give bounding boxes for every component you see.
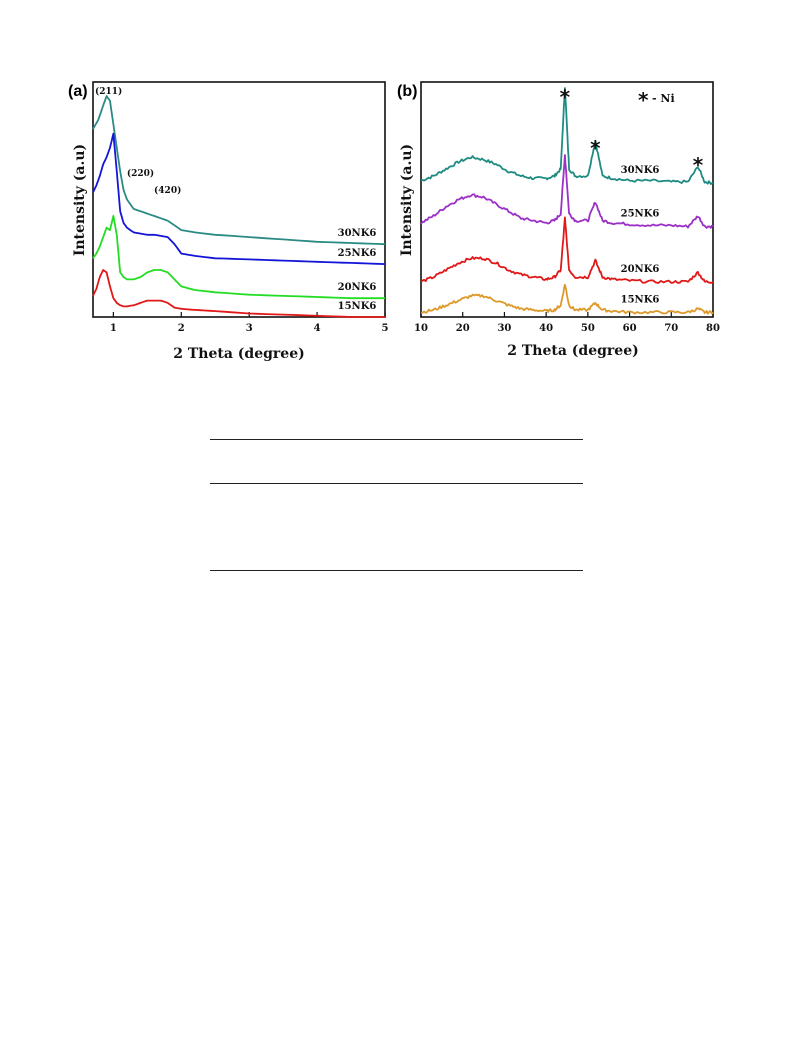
panel-b-plot-frame: [420, 81, 714, 318]
panel-a-series-group: 30NK6 25NK6 20NK6 15NK6: [92, 95, 386, 318]
panel-b-series-line-15NK6: [420, 283, 714, 315]
panel-b-x-tick-label: 40: [539, 323, 553, 334]
ni-peak-star-icon: *: [590, 136, 601, 160]
panel-a-x-tick-label: 2: [178, 323, 185, 334]
panel-b-series-label-20NK6: 20NK6: [621, 264, 660, 275]
panel-b-x-tick-label: 50: [581, 323, 595, 334]
panel-a-series-line-25NK6: [92, 132, 386, 265]
panel-b-series-line-30NK6: [420, 87, 714, 185]
panel-a-series-label-30NK6: 30NK6: [338, 228, 377, 239]
panel-b-chart: (b) 10 20 30 40 50 60 70 80 30NK6 25NK6 20NK6 15NK…: [397, 81, 720, 359]
xrd-figure: (a) 1 2 3 4 5 30NK6 25NK6 20NK6 15NK6 (211) (220…: [68, 81, 720, 362]
table-header-rule: [210, 483, 583, 484]
panel-b-x-tick-label: 30: [497, 323, 511, 334]
panel-a-peak-label: (420): [154, 185, 181, 196]
panel-b-series-line-20NK6: [420, 216, 714, 284]
ni-legend-label: - Ni: [652, 92, 675, 105]
panel-b-series-label-30NK6: 30NK6: [621, 165, 660, 176]
panel-b-x-tick-label: 80: [706, 323, 720, 334]
panel-a-peak-labels: (211) (220)(420): [95, 86, 181, 196]
panel-b-series-line-25NK6: [420, 154, 714, 229]
panel-a-x-tick-label: 3: [246, 323, 253, 334]
panel-a-series-label-25NK6: 25NK6: [338, 248, 377, 259]
panel-b-x-axis-title: 2 Theta (degree): [507, 343, 638, 359]
panel-b-label: (b): [397, 83, 417, 100]
panel-a-x-axis-title: 2 Theta (degree): [173, 346, 304, 362]
panel-a-x-tick-label: 1: [110, 323, 117, 334]
ni-peak-star-icon: *: [693, 153, 704, 177]
panel-a-series-line-20NK6: [92, 215, 385, 300]
panel-a-plot-frame: [92, 81, 386, 318]
ni-peak-star-icon: *: [560, 85, 571, 109]
panel-b-y-axis-title: Intensity (a.u): [399, 144, 415, 256]
ni-legend-star-icon: *: [638, 88, 649, 112]
panel-b-x-tick-label: 70: [664, 323, 678, 334]
panel-b-x-tick-label: 20: [456, 323, 470, 334]
panel-a-x-ticks: 1 2 3 4 5: [110, 312, 389, 334]
panel-b-series-label-25NK6: 25NK6: [621, 209, 660, 220]
panel-a-chart: (a) 1 2 3 4 5 30NK6 25NK6 20NK6 15NK6 (211) (220…: [68, 81, 389, 362]
panel-a-x-tick-label: 4: [314, 323, 321, 334]
panel-b-x-ticks: 10 20 30 40 50 60 70 80: [414, 312, 720, 334]
panel-a-series-label-20NK6: 20NK6: [338, 282, 377, 293]
panel-b-series-label-15NK6: 15NK6: [621, 294, 660, 305]
panel-a-series-line-30NK6: [92, 95, 386, 246]
panel-a-label: (a): [68, 83, 88, 100]
panel-a-series-label-15NK6: 15NK6: [338, 301, 377, 312]
panel-b-series-group: 30NK6 25NK6 20NK6 15NK6: [420, 87, 714, 315]
panel-b-x-tick-label: 10: [414, 323, 428, 334]
panel-b-x-tick-label: 60: [623, 323, 637, 334]
panel-a-peak-label: (211): [95, 86, 122, 97]
panel-b-ni-peak-markers: * * *: [560, 85, 704, 177]
panel-a-series-line-15NK6: [92, 269, 385, 318]
table-bottom-rule: [210, 570, 583, 571]
table-top-rule: [210, 439, 583, 440]
panel-a-x-tick-label: 5: [382, 323, 389, 334]
panel-a-peak-label: (220): [127, 168, 154, 179]
panel-a-y-axis-title: Intensity (a.u): [72, 144, 88, 256]
